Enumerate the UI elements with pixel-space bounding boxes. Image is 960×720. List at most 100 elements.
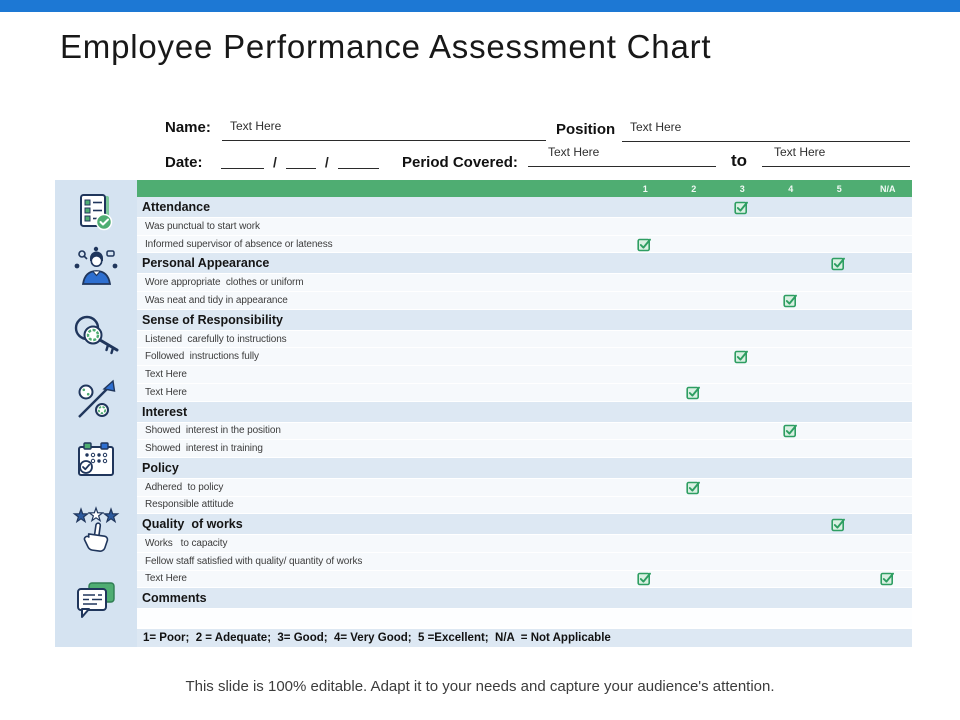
rating-cell-2 [670,274,719,291]
rating-cell-N/A [864,514,913,534]
rating-cell-N/A [864,571,913,588]
position-value[interactable]: Text Here [630,120,682,134]
rating-cell-3 [718,402,767,422]
section-row: Sense of Responsibility [137,309,912,331]
rating-cell-5 [815,253,864,273]
rating-cell-4 [767,366,816,383]
rating-cell-4 [767,197,816,217]
rating-column-header: 5 [836,183,842,194]
rating-cell-4 [767,218,816,235]
row-label: Policy [142,460,179,475]
row-label: Personal Appearance [142,256,270,271]
row-label: Text Here [145,573,187,585]
rating-cell-4 [767,571,816,588]
rating-cell-4 [767,402,816,422]
rating-cell-4 [767,588,816,608]
checkbox-checked-icon[interactable] [686,480,702,495]
rating-cell-4 [767,348,816,365]
date-month-blank[interactable] [285,159,316,169]
rating-cell-5 [815,348,864,365]
rating-cell-5 [815,440,864,457]
rating-cell-3 [718,609,767,627]
row-label: Quality of works [142,517,243,532]
rating-cell-2 [670,384,719,401]
row-label: Adhered to policy [145,481,224,493]
rating-cell-2 [670,609,719,627]
rating-cell-1 [621,366,670,383]
presenter-ideas-icon [74,246,118,285]
period-to-value[interactable]: Text Here [774,145,826,159]
key-search-icon [74,315,119,355]
date-year-blank[interactable] [337,159,379,169]
name-field[interactable]: Text Here [222,117,546,141]
checkbox-checked-icon[interactable] [734,200,750,215]
rating-cell-5 [815,553,864,570]
rating-cell-3 [718,348,767,365]
rating-cell-3 [718,458,767,478]
date-day-blank[interactable] [221,159,264,169]
row-label: Attendance [142,200,211,214]
rating-cell-3 [718,218,767,235]
growth-percent-icon [78,379,116,418]
rating-cell-2 [670,458,719,478]
rating-cell-1 [621,535,670,552]
rating-cell-1 [621,218,670,235]
rating-cell-3 [718,292,767,309]
table-row: Showed interest in training [137,440,912,458]
checkbox-checked-icon[interactable] [637,237,653,252]
icon-sidebar [55,180,137,647]
checkbox-checked-icon[interactable] [783,423,799,438]
date-separator: / [324,154,329,170]
rating-cell-2 [670,236,719,253]
period-from-value[interactable]: Text Here [548,145,600,159]
checkbox-checked-icon[interactable] [734,349,750,364]
date-separator: / [273,154,277,170]
table-row: Informed supervisor of absence or latene… [137,235,912,254]
checkbox-checked-icon[interactable] [831,517,847,532]
rating-cell-N/A [864,253,913,273]
rating-cell-2 [670,588,719,608]
rating-cell-1 [621,609,670,627]
rating-cell-1 [621,588,670,608]
rating-cell-N/A [864,384,913,401]
rating-cell-2 [670,197,719,217]
rating-column-header: 1 [642,183,648,194]
rating-cell-5 [815,331,864,348]
rating-cell-N/A [864,402,913,422]
period-to-field[interactable]: Text Here [762,143,910,167]
checkbox-checked-icon[interactable] [637,571,653,586]
rating-cell-2 [670,402,719,422]
rating-cell-2 [670,553,719,570]
rating-cell-5 [815,535,864,552]
rating-cell-5 [815,609,864,627]
period-from-field[interactable]: Text Here [528,143,716,167]
checkbox-checked-icon[interactable] [783,293,799,308]
rating-cell-3 [718,514,767,534]
row-label: Was punctual to start work [145,220,260,232]
table-row: Wore appropriate clothes or uniform [137,274,912,293]
rating-cell-1 [621,402,670,422]
date-field[interactable]: / / [221,153,379,169]
to-label: to [731,151,748,170]
rating-cell-N/A [864,197,913,217]
checkbox-checked-icon[interactable] [831,256,847,271]
rating-cell-3 [718,588,767,608]
rating-cell-5 [815,458,864,478]
rating-cell-3 [718,553,767,570]
rating-cell-1 [621,384,670,401]
rating-cell-1 [621,292,670,309]
row-label: Informed supervisor of absence or latene… [145,238,333,250]
name-value[interactable]: Text Here [230,119,282,133]
comments-icon [77,582,115,618]
section-row: Comments [137,588,912,610]
checkbox-checked-icon[interactable] [686,385,702,400]
row-label: Comments [142,591,207,606]
table-row: Was punctual to start work [137,218,912,236]
rating-cell-N/A [864,458,913,478]
position-field[interactable]: Text Here [622,118,910,142]
rating-cell-1 [621,423,670,440]
rating-cell-N/A [864,348,913,365]
rating-cell-4 [767,535,816,552]
checkbox-checked-icon[interactable] [880,571,896,586]
